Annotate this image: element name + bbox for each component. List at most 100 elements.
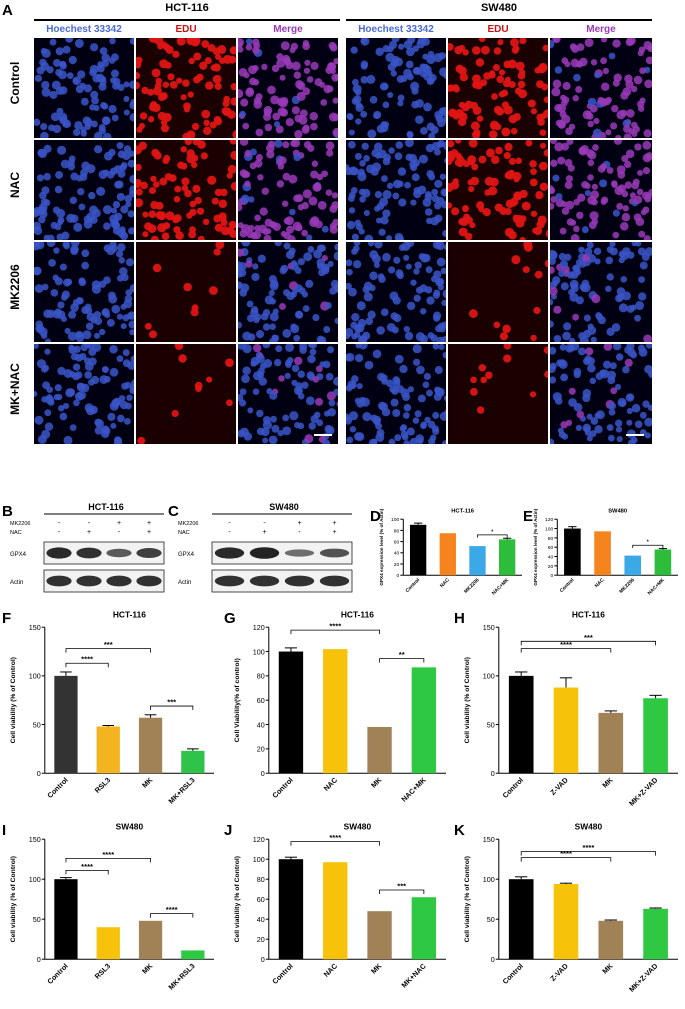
y-tick-label: 80 <box>394 528 400 534</box>
y-axis-label: GPX4 expression level (% of Actin) <box>379 508 384 585</box>
micrograph-tile <box>448 242 548 342</box>
band-label: GPX4 <box>10 552 27 558</box>
micrograph-tile <box>238 38 338 138</box>
y-tick-label: 20 <box>257 935 265 944</box>
x-tick-label: MK <box>600 961 615 976</box>
panel-label-e: E <box>523 508 534 525</box>
bar <box>439 533 456 576</box>
group-underline-hct116 <box>34 19 340 21</box>
blot-band <box>46 575 72 587</box>
blot-band <box>106 548 132 558</box>
micrograph-tile <box>448 344 548 444</box>
x-tick-label: NAC+MK <box>491 577 511 597</box>
significance-label: **** <box>329 622 341 631</box>
group-underline-sw480 <box>346 19 652 21</box>
chart-title: SW480 <box>608 509 627 515</box>
y-tick-label: 150 <box>483 623 495 632</box>
y-tick-label: 40 <box>394 551 400 557</box>
blot-band <box>284 575 315 587</box>
bar <box>508 675 534 774</box>
significance-label: ** <box>399 650 405 659</box>
x-tick-label: MK <box>369 961 384 976</box>
treatment-sign: - <box>263 520 266 527</box>
y-tick-label: 60 <box>257 895 265 904</box>
micrograph-tile <box>550 344 652 444</box>
significance-label: *** <box>104 640 113 649</box>
y-tick-label: 100 <box>483 672 495 681</box>
micrograph-tile <box>346 344 446 444</box>
blot-title: SW480 <box>269 502 299 512</box>
bar <box>643 908 668 960</box>
x-tick-label: MK+Z-VAD <box>627 961 659 993</box>
y-axis-label: GPX4 expression level (% of Actin) <box>533 508 538 585</box>
y-tick-label: 20 <box>394 562 400 568</box>
treatment-sign: + <box>332 529 336 536</box>
treatment-sign: - <box>88 520 91 527</box>
y-tick-label: 50 <box>33 720 41 729</box>
y-tick-label: 20 <box>548 564 554 570</box>
micrograph-tile <box>346 38 446 138</box>
blot-band <box>249 547 280 559</box>
western-blot-sw480: SW480 MK2206 - - + + NAC - + - + GPX4 Actin <box>176 498 356 598</box>
significance-bracket <box>65 870 109 875</box>
significance-bracket <box>150 913 194 918</box>
bar-chart-k: SW480 Cell viability (% of Control) 0 50 100… <box>462 820 684 1004</box>
micrograph-tile <box>136 140 236 240</box>
x-tick-label: MK2206 <box>618 577 636 595</box>
micrograph-tile <box>550 242 652 342</box>
significance-bracket <box>632 544 664 548</box>
y-tick-label: 0 <box>261 769 265 778</box>
band-label: Actin <box>178 580 191 586</box>
treatment-sign: - <box>58 520 61 527</box>
row-label-control: Control <box>8 61 22 105</box>
group-title-hct116: HCT-116 <box>165 2 209 14</box>
chart-title: HCT-116 <box>451 509 474 515</box>
y-tick-label: 0 <box>491 955 495 964</box>
bar-chart-f: HCT-116 Cell viability (% of Control) 0 50 1… <box>8 608 220 818</box>
col-header-hoechst: Hoechest 33342 <box>358 24 434 35</box>
chart-title: SW480 <box>575 822 603 832</box>
treatment-sign: - <box>228 529 231 536</box>
y-axis-label: Cell viability (% of Control) <box>10 856 17 942</box>
significance-label: **** <box>81 862 93 871</box>
panel-label-f: F <box>2 610 12 627</box>
significance-bracket <box>379 889 425 894</box>
x-tick-label: NAC+MK <box>647 577 667 597</box>
significance-label: **** <box>329 833 341 842</box>
blot-band <box>76 575 102 587</box>
chart-title: HCT-116 <box>572 610 605 620</box>
y-tick-label: 0 <box>551 573 554 579</box>
micrograph-tile <box>34 140 134 240</box>
x-tick-label: RSL3 <box>93 775 112 794</box>
blot-band <box>46 547 72 559</box>
x-tick-label: Z-VAD <box>548 775 570 797</box>
panel-label-g: G <box>224 610 236 627</box>
significance-label: *** <box>167 698 176 707</box>
y-tick-label: 0 <box>37 769 41 778</box>
y-tick-label: 50 <box>33 915 41 924</box>
bar <box>138 717 163 774</box>
treatment-sign: + <box>262 529 266 536</box>
x-tick-label: Control <box>270 775 294 799</box>
blot-band <box>136 575 162 587</box>
x-tick-label: MK+NAC <box>399 961 427 989</box>
panel-label-h: H <box>454 610 465 627</box>
bar <box>367 726 392 774</box>
bar <box>96 927 120 960</box>
chart-title: HCT-116 <box>341 610 374 620</box>
blot-band <box>136 548 162 558</box>
significance-label: **** <box>81 655 93 664</box>
blot-strip <box>43 541 165 565</box>
x-tick-label: Control <box>501 961 525 985</box>
y-tick-label: 0 <box>491 769 495 778</box>
y-tick-label: 40 <box>257 915 265 924</box>
x-tick-label: Control <box>45 961 69 985</box>
x-tick-label: NAC+MK <box>399 775 428 804</box>
micrograph-tile <box>448 38 548 138</box>
x-tick-label: NAC <box>439 577 451 589</box>
x-tick-label: Control <box>270 961 294 985</box>
y-tick-label: 0 <box>37 955 41 964</box>
x-tick-label: MK+RSL3 <box>166 775 196 805</box>
treatment-sign: + <box>147 520 151 527</box>
treatment-label: NAC <box>178 530 190 536</box>
